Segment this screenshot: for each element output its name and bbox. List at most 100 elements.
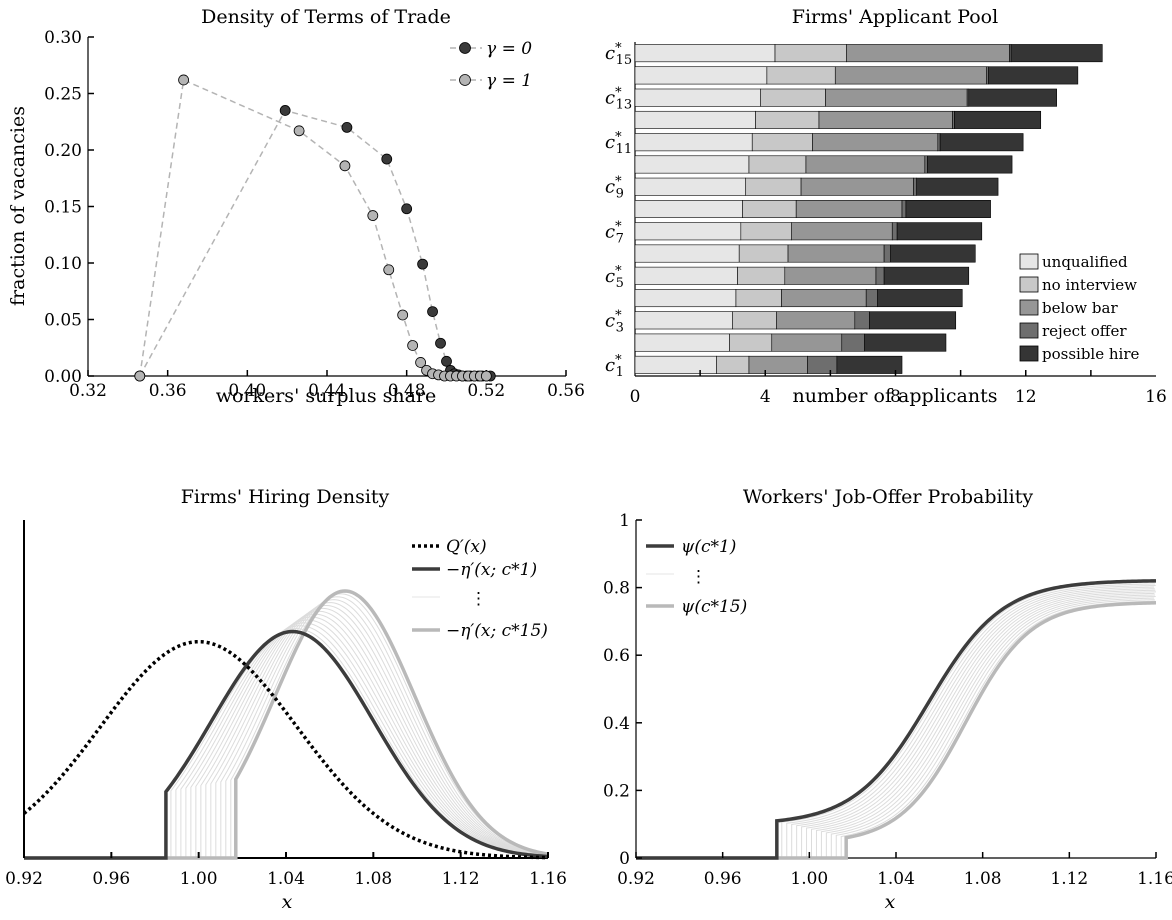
psi-curve-c12 [636, 597, 1155, 859]
x-tick-label-0: 0.32 [69, 381, 107, 401]
xlabel-hiring-density: x [282, 891, 293, 913]
bar-c1-unqualified [634, 355, 717, 374]
bar-c12-unqualified [634, 110, 756, 129]
point-s1-8 [415, 357, 427, 368]
y-tick-label-cstar1: c* 1 [605, 353, 624, 380]
bar-c13-below-bar [825, 88, 968, 107]
bar-c7-reject-offer [891, 222, 898, 241]
psi-curve-c5 [636, 586, 1155, 859]
point-s1-3 [339, 160, 351, 172]
psi-curve-c11 [636, 596, 1156, 859]
bar-c3-below-bar [776, 311, 856, 330]
x-tick-label-1: 0.96 [704, 869, 742, 889]
legend-label-gamma-1: γ = 1 [486, 71, 532, 91]
eta-curve-c10 [24, 604, 548, 859]
legend-label-reject-offer: reject offer [1042, 322, 1127, 340]
psi-curve-c4 [636, 585, 1156, 859]
x-tick-label-5: 0.52 [467, 381, 505, 401]
bar-c14-possible-hire [988, 66, 1079, 85]
bar-c3-reject-offer [854, 311, 870, 330]
bar-c2-below-bar [771, 333, 843, 352]
legend-label-possible-hire: possible hire [1042, 345, 1139, 363]
legend-label-q-prime: Q′(x) [446, 537, 487, 557]
psi-curve-c13 [636, 599, 1155, 859]
bar-c13-unqualified [634, 88, 761, 107]
ylabel-terms-of-trade: fraction of vacancies [7, 106, 29, 306]
x-tick-label-4: 1.08 [354, 869, 392, 889]
point-s1-4 [367, 210, 379, 221]
title-terms-of-trade: Density of Terms of Trade [201, 6, 451, 28]
x-tick-label-1: 0.36 [149, 381, 187, 401]
bar-c1-reject-offer [807, 355, 838, 374]
y-tick-label-cstar9: c* 9 [605, 175, 624, 202]
bar-c2-possible-hire [864, 333, 947, 352]
bar-c4-unqualified [634, 289, 737, 308]
x-tick-label-2: 8 [890, 387, 901, 407]
point-s0-7 [435, 337, 446, 349]
bar-c10-below-bar [805, 155, 926, 174]
bar-c9-possible-hire [916, 177, 999, 196]
point-s1-7 [407, 340, 419, 351]
panel-applicant-pool: Firms' Applicant Pool 0 4 8 12 16 c* 1 c* 3 c* 5 c… [605, 6, 1167, 407]
eta-curve-c9 [24, 607, 547, 859]
legend-vdots-psi: ⋮ [690, 567, 707, 587]
bar-c11-reject-offer [937, 133, 941, 152]
y-tick-label-cstar3: c* 3 [605, 308, 624, 335]
bar-c9-below-bar [800, 177, 914, 196]
title-job-offer-probability: Workers' Job-Offer Probability [743, 486, 1034, 508]
y-tick-label-cstar5: c* 5 [605, 264, 624, 291]
legend-label-eta-c15: −η′(x; c*15) [446, 621, 548, 641]
bar-c9-reject-offer [913, 177, 917, 196]
legend-swatch-unqualified [1019, 253, 1039, 270]
eta-curve-c13 [24, 596, 547, 859]
eta-curve-c3 [24, 625, 548, 859]
point-s1-0 [134, 370, 146, 382]
bar-c8-below-bar [795, 200, 903, 218]
bar-c11-below-bar [812, 133, 939, 152]
x-tick-label-4: 1.08 [964, 869, 1002, 889]
point-s1-19 [480, 370, 492, 382]
bar-c4-possible-hire [877, 289, 963, 308]
point-s1-6 [397, 309, 409, 321]
eta-curve-c11 [24, 602, 548, 859]
bar-c13-no-interview [760, 88, 826, 107]
series-line-0 [139, 109, 491, 377]
point-s0-2 [341, 122, 353, 133]
bar-c6-unqualified [634, 244, 740, 263]
legend-label-eta-c1: −η′(x; c*1) [446, 560, 537, 580]
bar-c3-possible-hire [869, 311, 957, 330]
x-tick-label-3: 1.04 [267, 869, 305, 889]
title-hiring-density: Firms' Hiring Density [181, 486, 390, 508]
bar-c14-below-bar [834, 66, 987, 85]
bar-c7-below-bar [790, 222, 893, 241]
y-tick-label-4: 0.8 [603, 579, 630, 599]
bar-c10-possible-hire [927, 155, 1013, 174]
bar-c4-below-bar [781, 289, 867, 308]
legend-swatch-reject-offer [1019, 322, 1039, 339]
bar-c11-unqualified [634, 133, 753, 152]
x-tick-label-0: 0 [630, 387, 641, 407]
eta-curve-c6 [24, 616, 547, 859]
legend-swatch-no-interview [1019, 276, 1039, 293]
bar-c8-possible-hire [905, 200, 991, 218]
psi-curve-c8 [636, 591, 1157, 859]
eta-curve-c1 [24, 629, 549, 860]
bar-c1-below-bar [748, 355, 808, 374]
x-tick-label-3: 1.04 [877, 869, 915, 889]
series-line-1 [139, 78, 487, 377]
point-s1-1 [178, 74, 190, 86]
bar-c5-reject-offer [875, 266, 885, 285]
bar-c6-below-bar [787, 244, 885, 263]
legend-swatch-below-bar [1019, 299, 1039, 316]
bar-c10-unqualified [634, 155, 750, 174]
eta-curve-c4 [24, 622, 548, 859]
legend-job-offer-probability: ψ(c*1) ⋮ ψ(c*15) [646, 537, 747, 617]
xlabel-terms-of-trade: workers' surplus share [216, 385, 437, 407]
bar-c14-no-interview [766, 66, 836, 85]
x-tick-label-5: 1.12 [1050, 869, 1088, 889]
psi-curve-c15 [636, 601, 1157, 860]
point-s1-2 [293, 125, 305, 137]
bar-c2-no-interview [729, 333, 773, 352]
bar-c15-unqualified [634, 44, 776, 63]
x-tick-label-4: 0.48 [388, 381, 426, 401]
